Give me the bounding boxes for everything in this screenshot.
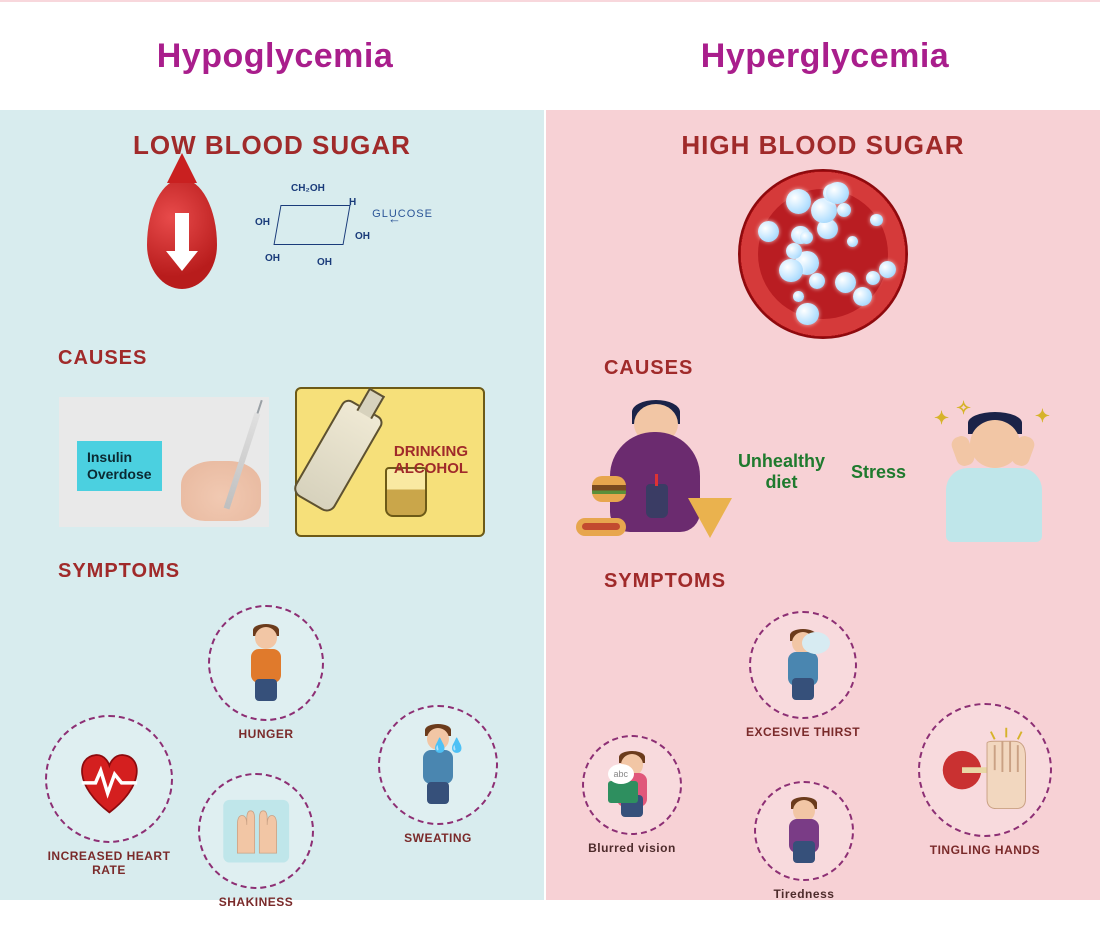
sweating-label: SWEATING xyxy=(404,831,472,845)
atom-label: OH xyxy=(265,253,280,264)
glucose-cell-icon xyxy=(786,243,802,259)
glucose-cell-icon xyxy=(758,221,779,242)
glucose-molecule-icon: CH₂OH OH OH OH OH H ← GLUCOSE xyxy=(247,175,407,285)
shakiness-label: SHAKINESS xyxy=(219,895,294,909)
atom-label: CH₂OH xyxy=(291,183,325,194)
unhealthy-diet-label: Unhealthy diet xyxy=(738,451,825,492)
causes-heading-left: CAUSES xyxy=(58,347,516,370)
symptom-hunger: HUNGER xyxy=(208,605,324,741)
atom-label: OH xyxy=(355,231,370,242)
cause-drinking-alcohol: DRINKING ALCOHOL xyxy=(295,387,485,537)
symptoms-heading-left: SYMPTOMS xyxy=(58,560,516,583)
symptom-sweating: 💧💧 SWEATING xyxy=(378,705,498,845)
symptom-increased-heart-rate: INCREASED HEART RATE xyxy=(38,715,180,877)
increased-heart-rate-icon xyxy=(45,715,173,843)
hand-icon xyxy=(181,461,261,521)
symptoms-heading-right: SYMPTOMS xyxy=(604,570,1072,593)
pizza-icon xyxy=(688,498,732,538)
symptoms-area-right: abc Blurred vision EXCESIVE THIRST Tirednes… xyxy=(574,605,1072,935)
blood-drop-icon xyxy=(137,169,227,309)
glucose-cell-icon xyxy=(853,287,872,306)
symptom-blurred-vision: abc Blurred vision xyxy=(582,735,682,855)
causes-row-left: Insulin Overdose DRINKING ALCOHOL xyxy=(28,382,516,542)
header: Hypoglycemia Hyperglycemia xyxy=(0,2,1100,110)
blurred-vision-label: Blurred vision xyxy=(588,841,676,855)
causes-heading-right: CAUSES xyxy=(604,357,1072,380)
subtitle-low: LOW BLOOD SUGAR xyxy=(28,130,516,161)
excessive-thirst-label: EXCESIVE THIRST xyxy=(746,725,860,739)
sweating-icon: 💧💧 xyxy=(378,705,498,825)
glucose-label: GLUCOSE xyxy=(372,208,433,220)
alcohol-card-icon: DRINKING ALCOHOL xyxy=(295,387,485,537)
symptoms-area-left: INCREASED HEART RATE HUNGER SHAKINESS 💧💧 SWE… xyxy=(28,595,516,925)
header-right: Hyperglycemia xyxy=(550,37,1100,76)
soda-icon xyxy=(646,484,668,518)
alcohol-label: DRINKING ALCOHOL xyxy=(391,443,471,478)
blurred-vision-icon: abc xyxy=(582,735,682,835)
panel-hyperglycemia: HIGH BLOOD SUGAR CAUSES Unhealthy diet xyxy=(544,110,1100,900)
cause-unhealthy-diet: Unhealthy diet xyxy=(574,402,825,542)
bottle-icon xyxy=(291,397,386,515)
shakiness-icon xyxy=(198,773,314,889)
atom-label: OH xyxy=(255,217,270,228)
symptom-shakiness: SHAKINESS xyxy=(198,773,314,909)
insulin-badge-line1: Insulin xyxy=(87,449,132,465)
atom-label: OH xyxy=(317,257,332,268)
burger-icon xyxy=(592,476,626,502)
hotdog-icon xyxy=(576,518,626,536)
hero-high-blood-sugar xyxy=(574,169,1072,339)
glucose-cell-icon xyxy=(837,203,851,217)
header-left: Hypoglycemia xyxy=(0,37,550,76)
symptom-excessive-thirst: EXCESIVE THIRST xyxy=(746,611,860,739)
hunger-icon xyxy=(208,605,324,721)
glucose-cell-icon xyxy=(779,259,802,282)
glucose-cell-icon xyxy=(826,182,848,204)
glucose-cell-icon xyxy=(847,236,858,247)
tingling-hands-label: TINGLING HANDS xyxy=(930,843,1040,857)
atom-label: H xyxy=(349,197,356,208)
blood-vessel-icon xyxy=(738,169,908,339)
down-arrow-icon xyxy=(175,213,189,255)
cause-insulin-overdose: Insulin Overdose xyxy=(59,397,269,527)
panel-hypoglycemia: LOW BLOOD SUGAR CH₂OH OH OH OH OH H ← GL… xyxy=(0,110,544,900)
insulin-badge-line2: Overdose xyxy=(87,466,152,482)
tingling-hands-icon xyxy=(918,703,1052,837)
title-hypoglycemia: Hypoglycemia xyxy=(0,37,550,76)
causes-row-right: Unhealthy diet Stress ✦ ✦ ✧ xyxy=(574,392,1072,552)
insulin-card-icon: Insulin Overdose xyxy=(59,397,269,527)
glucose-cell-icon xyxy=(793,291,804,302)
hunger-label: HUNGER xyxy=(238,727,293,741)
glucose-cell-icon xyxy=(796,303,819,326)
tiredness-icon xyxy=(754,781,854,881)
increased-heart-rate-label: INCREASED HEART RATE xyxy=(38,849,180,877)
stress-icon: ✦ ✦ ✧ xyxy=(912,402,1072,542)
insulin-badge: Insulin Overdose xyxy=(77,441,162,491)
glucose-cell-icon xyxy=(879,261,896,278)
symptom-tingling-hands: TINGLING HANDS xyxy=(918,703,1052,857)
title-hyperglycemia: Hyperglycemia xyxy=(550,37,1100,76)
excessive-thirst-icon xyxy=(749,611,857,719)
tiredness-label: Tiredness xyxy=(773,887,834,901)
subtitle-high: HIGH BLOOD SUGAR xyxy=(574,130,1072,161)
content: LOW BLOOD SUGAR CH₂OH OH OH OH OH H ← GL… xyxy=(0,110,1100,900)
hero-low-blood-sugar: CH₂OH OH OH OH OH H ← GLUCOSE xyxy=(28,169,516,329)
stress-label: Stress xyxy=(851,462,906,483)
cause-stress: Stress ✦ ✦ ✧ xyxy=(851,402,1072,542)
symptom-tiredness: Tiredness xyxy=(754,781,854,901)
unhealthy-diet-icon xyxy=(574,402,734,542)
